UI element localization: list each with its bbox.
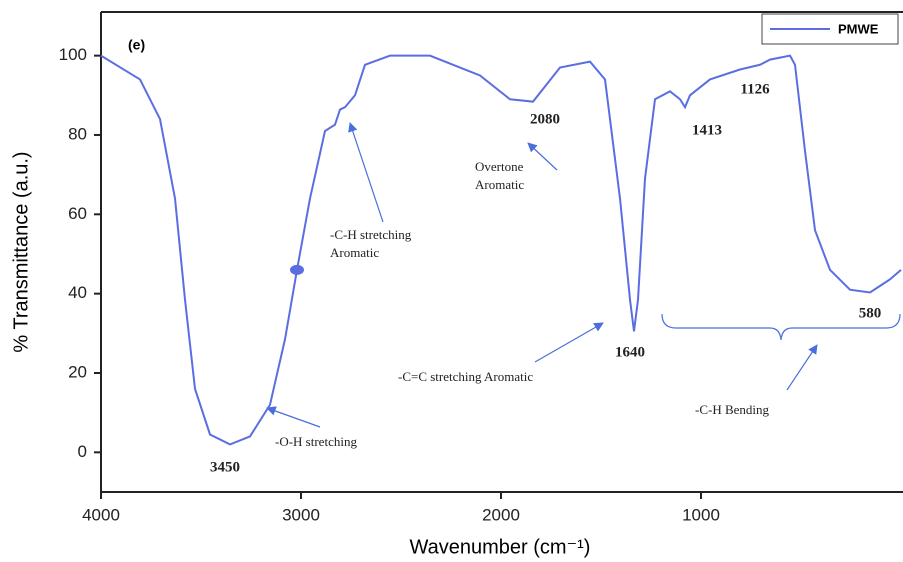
x-tick-label: 3000 bbox=[282, 505, 320, 524]
arrow bbox=[534, 322, 604, 363]
annotation: 580 bbox=[859, 305, 882, 321]
arrow bbox=[348, 122, 384, 223]
x-tick-label: 1000 bbox=[682, 505, 720, 524]
marker-point bbox=[290, 264, 304, 275]
y-tick-label: 20 bbox=[68, 362, 87, 381]
y-tick-label: 0 bbox=[78, 442, 87, 461]
arrow bbox=[527, 142, 558, 171]
annotation: -C-H stretching bbox=[330, 227, 412, 242]
annotation: 2080 bbox=[530, 111, 560, 127]
annotation: -C=C stretching Aromatic bbox=[398, 369, 533, 384]
y-tick-label: 40 bbox=[68, 283, 87, 302]
x-axis-label: Wavenumber (cm⁻¹) bbox=[410, 536, 591, 558]
y-tick-label: 80 bbox=[68, 124, 87, 143]
arrow bbox=[786, 344, 818, 391]
panel-label: (e) bbox=[128, 37, 145, 53]
annotation: 1126 bbox=[740, 81, 770, 97]
bracket bbox=[661, 313, 901, 341]
spectrum-line bbox=[100, 54, 902, 446]
arrows bbox=[266, 122, 901, 428]
arrow bbox=[266, 406, 321, 428]
annotation: 3450 bbox=[210, 459, 240, 475]
annotation: 1413 bbox=[692, 122, 722, 138]
x-tick-label: 2000 bbox=[482, 505, 520, 524]
annotation: Aromatic bbox=[475, 177, 524, 192]
y-tick-label: 100 bbox=[59, 45, 87, 64]
annotation: Overtone bbox=[475, 159, 524, 174]
annotation: 1640 bbox=[615, 344, 645, 360]
legend-label: PMWE bbox=[838, 21, 879, 36]
y-axis-label: % Transmittance (a.u.) bbox=[10, 151, 32, 352]
y-tick-label: 60 bbox=[68, 204, 87, 223]
annotation: -O-H stretching bbox=[275, 434, 357, 449]
annotation: -C-H Bending bbox=[695, 402, 770, 417]
x-tick-label: 4000 bbox=[82, 505, 120, 524]
annotation: Aromatic bbox=[330, 245, 379, 260]
